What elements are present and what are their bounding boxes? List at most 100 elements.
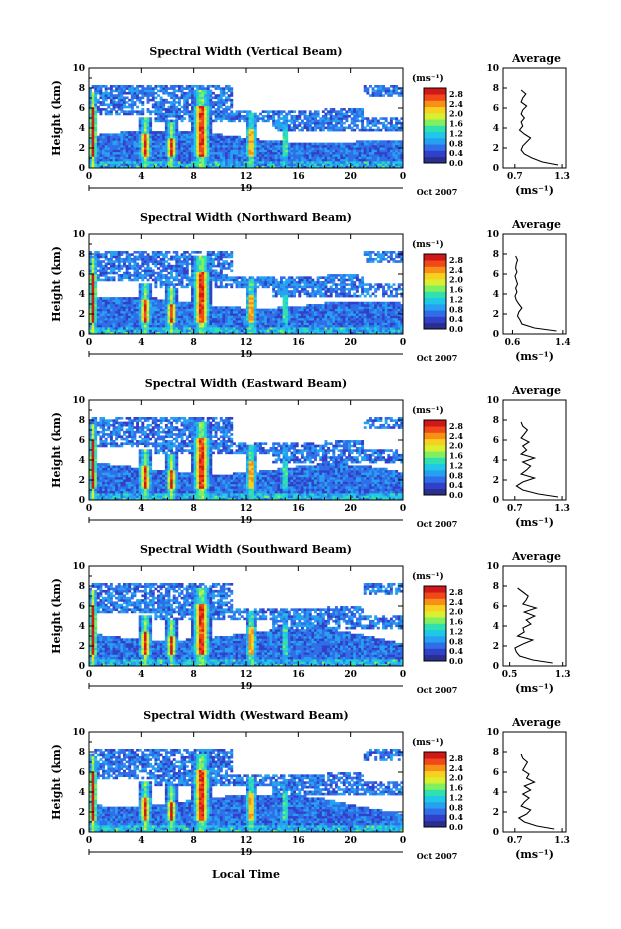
heatmap-cell	[256, 308, 260, 312]
heatmap-cell	[248, 299, 252, 303]
heatmap-cell	[345, 165, 349, 169]
heatmap-cell	[128, 163, 132, 166]
heatmap-cell	[89, 158, 92, 162]
heatmap-cell	[89, 280, 92, 284]
heatmap-cell	[138, 274, 142, 277]
heatmap-cell	[400, 91, 404, 95]
heatmap-cell	[188, 306, 192, 309]
heatmap-cell	[266, 158, 270, 162]
heatmap-cell	[196, 322, 200, 326]
heatmap-cell	[107, 110, 111, 113]
heatmap-cell	[94, 306, 98, 309]
heatmap-cell	[91, 85, 95, 88]
heatmap-cell	[170, 131, 174, 134]
heatmap-cell	[149, 110, 153, 113]
heatmap-cell	[177, 114, 181, 118]
heatmap-cell	[225, 315, 228, 319]
heatmap-cell	[120, 315, 124, 319]
heatmap-cell	[109, 98, 113, 102]
heatmap-cell	[361, 156, 365, 160]
heatmap-cell	[353, 119, 357, 123]
heatmap-cell	[107, 301, 111, 305]
heatmap-cell	[253, 121, 257, 125]
heatmap-cell	[193, 280, 197, 284]
heatmap-cell	[246, 315, 249, 319]
heatmap-cell	[109, 315, 113, 319]
heatmap-cell	[230, 285, 234, 289]
heatmap-cell	[327, 147, 331, 150]
heatmap-cell	[104, 253, 108, 256]
heatmap-cell	[89, 117, 92, 120]
heatmap-cell	[219, 264, 223, 268]
heatmap-cell	[112, 149, 116, 153]
heatmap-cell	[238, 283, 242, 286]
heatmap-cell	[290, 317, 294, 321]
heatmap-cell	[115, 147, 119, 150]
heatmap-cell	[133, 147, 137, 150]
heatmap-cell	[89, 161, 92, 164]
heatmap-cell	[235, 276, 239, 279]
heatmap-cell	[348, 144, 351, 148]
heatmap-cell	[99, 253, 103, 256]
heatmap-cell	[180, 114, 184, 118]
heatmap-cell	[128, 138, 132, 141]
heatmap-cell	[211, 308, 215, 312]
heatmap-cell	[172, 154, 176, 157]
heatmap-cell	[89, 101, 92, 104]
heatmap-cell	[340, 142, 344, 146]
heatmap-cell	[167, 156, 171, 160]
heatmap-cell	[303, 156, 307, 160]
heatmap-cell	[177, 89, 181, 93]
heatmap-cell	[96, 163, 100, 166]
heatmap-cell	[397, 163, 401, 166]
heatmap-cell	[211, 158, 215, 162]
heatmap-cell	[280, 324, 283, 328]
heatmap-cell	[151, 133, 155, 137]
heatmap-cell	[355, 108, 359, 111]
heatmap-cell	[172, 269, 176, 273]
heatmap-cell	[355, 142, 359, 146]
heatmap-cell	[264, 313, 268, 316]
heatmap-cell	[117, 149, 121, 153]
heatmap-cell	[248, 161, 252, 164]
heatmap-cell	[350, 119, 354, 123]
average-y-tick-label: 0	[493, 164, 499, 174]
heatmap-cell	[334, 119, 338, 123]
heatmap-cell	[170, 322, 174, 326]
heatmap-cell	[91, 110, 95, 113]
heatmap-cell	[282, 304, 286, 307]
heatmap-cell	[109, 331, 113, 335]
heatmap-cell	[109, 110, 113, 113]
heatmap-cell	[285, 292, 289, 296]
heatmap-cell	[355, 126, 359, 130]
heatmap-cell	[91, 128, 95, 132]
heatmap-cell	[175, 158, 179, 162]
heatmap-cell	[123, 96, 126, 100]
heatmap-cell	[314, 119, 317, 123]
heatmap-cell	[89, 138, 92, 141]
heatmap-cell	[188, 85, 192, 88]
heatmap-cell	[183, 142, 187, 146]
heatmap-cell	[149, 304, 153, 307]
heatmap-cell	[400, 158, 404, 162]
heatmap-cell	[282, 142, 286, 146]
heatmap-cell	[99, 274, 103, 277]
heatmap-cell	[261, 161, 265, 164]
heatmap-cell	[366, 119, 370, 123]
heatmap-cell	[185, 131, 189, 134]
heatmap-cell	[170, 112, 174, 116]
heatmap-cell	[376, 165, 380, 169]
heatmap-cell	[94, 280, 98, 284]
heatmap-cell	[175, 290, 179, 293]
heatmap-cell	[206, 85, 210, 88]
heatmap-cell	[196, 94, 200, 97]
heatmap-cell	[130, 103, 134, 107]
heatmap-cell	[321, 121, 325, 125]
heatmap-cell	[107, 163, 111, 166]
heatmap-cell	[112, 96, 116, 100]
heatmap-cell	[157, 140, 160, 143]
heatmap-cell	[157, 317, 160, 321]
heatmap-cell	[246, 327, 249, 330]
heatmap-cell	[136, 138, 140, 141]
heatmap-cell	[177, 317, 181, 321]
